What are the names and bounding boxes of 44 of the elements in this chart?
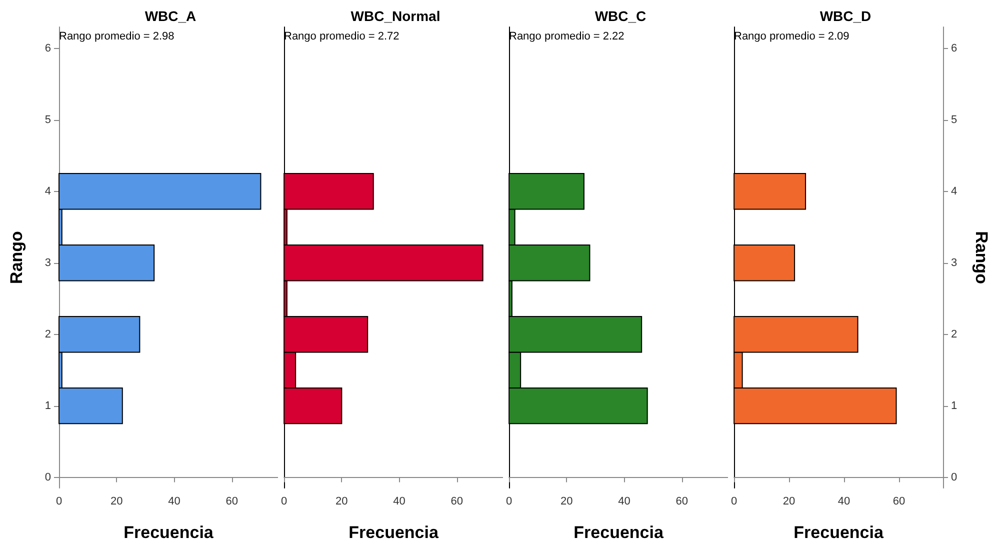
y-axis-title: Rango (7, 231, 26, 284)
x-tick-label: 60 (450, 496, 464, 508)
chart-title: WBC_Normal (350, 8, 440, 24)
x-tick-label: 60 (676, 496, 688, 508)
y-tick-label: 5 (951, 114, 958, 126)
x-tick-label: 20 (560, 496, 573, 508)
annotation: Rango promedio = 2.72 (284, 30, 400, 42)
y-tick-label: 1 (44, 400, 51, 412)
x-tick-label: 40 (393, 496, 406, 508)
x-axis-title: Frecuencia (574, 523, 664, 542)
x-tick-label: 0 (280, 496, 288, 508)
x-tick-label: 0 (506, 496, 512, 508)
annotation: Rango promedio = 2.98 (59, 30, 174, 42)
y-tick-label: 6 (44, 42, 51, 54)
x-tick-label: 40 (838, 496, 850, 508)
x-tick-label: 40 (618, 496, 630, 508)
y-tick-label: 6 (951, 42, 958, 54)
x-tick-label: 0 (56, 496, 62, 508)
x-tick-label: 0 (730, 496, 738, 508)
x-tick-label: 60 (892, 496, 906, 508)
chart-title: WBC_C (594, 8, 646, 24)
x-tick-label: 60 (226, 496, 238, 508)
annotation: Rango promedio = 2.22 (509, 30, 624, 42)
chart-title: WBC_A (144, 8, 196, 24)
annotation: Rango promedio = 2.09 (734, 30, 850, 42)
y-tick-label: 3 (951, 256, 958, 269)
y-tick-label: 3 (44, 256, 51, 269)
y-tick-label: 0 (44, 471, 51, 484)
x-tick-label: 20 (110, 496, 123, 508)
x-tick-label: 20 (782, 496, 796, 508)
y-tick-label: 2 (951, 328, 958, 340)
y-tick-label: 0 (951, 471, 958, 484)
x-axis-title: Frecuencia (794, 523, 884, 542)
y-tick-label: 1 (951, 400, 958, 412)
x-tick-label: 40 (168, 496, 180, 508)
chart-title: WBC_D (820, 8, 872, 24)
y-tick-label: 4 (44, 185, 51, 198)
x-axis-title: Frecuencia (348, 523, 439, 542)
x-axis-title: Frecuencia (124, 523, 214, 542)
y-tick-label: 2 (44, 328, 51, 340)
x-tick-label: 20 (336, 496, 348, 508)
y-tick-label: 4 (951, 185, 958, 198)
y-axis-title: Rango (972, 231, 991, 284)
y-tick-label: 5 (44, 114, 51, 126)
